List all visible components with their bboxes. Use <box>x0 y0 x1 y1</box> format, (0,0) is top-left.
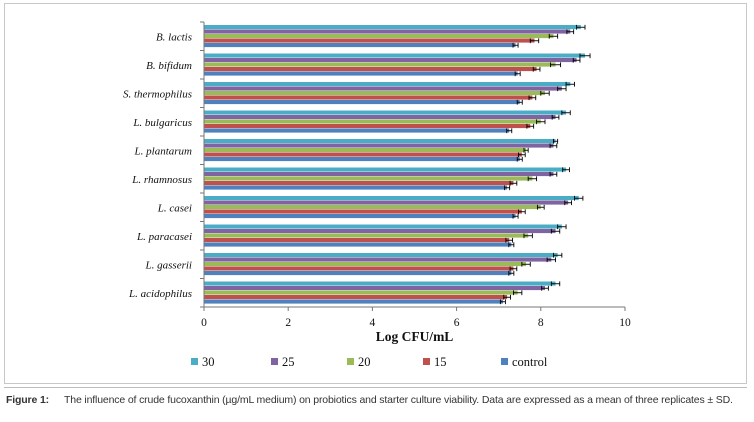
bar-25-4 <box>204 115 556 120</box>
bar-control-1 <box>204 43 516 48</box>
legend-label: 30 <box>202 355 215 369</box>
category-label: B. bifidum <box>146 60 192 72</box>
bar-control-6 <box>204 185 508 190</box>
bar-15-5 <box>204 152 522 157</box>
figure-frame <box>4 3 747 384</box>
bar-25-2 <box>204 58 577 63</box>
bar-20-4 <box>204 119 541 124</box>
bar-25-6 <box>204 172 554 177</box>
legend-swatch-15 <box>423 358 430 365</box>
bar-25-3 <box>204 86 562 91</box>
legend-swatch-30 <box>191 358 198 365</box>
bar-20-7 <box>204 205 541 210</box>
legend-swatch-20 <box>347 358 354 365</box>
category-label: L. casei <box>157 202 192 214</box>
bar-15-3 <box>204 95 533 100</box>
caption-label: Figure 1: <box>6 394 49 406</box>
bar-30-10 <box>204 281 556 286</box>
bar-20-5 <box>204 148 527 153</box>
bar-30-4 <box>204 110 567 115</box>
bar-20-2 <box>204 62 556 67</box>
bar-control-10 <box>204 299 503 304</box>
bar-control-7 <box>204 214 516 219</box>
bar-control-5 <box>204 157 520 162</box>
bar-25-8 <box>204 229 556 234</box>
bar-20-10 <box>204 290 518 295</box>
bar-15-10 <box>204 295 508 300</box>
caption-divider <box>4 387 747 388</box>
bar-15-7 <box>204 209 522 214</box>
category-label: L. acidophilus <box>128 288 192 300</box>
bar-control-8 <box>204 242 512 247</box>
category-label: L. plantarum <box>134 145 193 157</box>
category-label: B. lactis <box>156 31 192 43</box>
caption-text: The influence of crude fucoxanthin (µg/m… <box>64 394 733 406</box>
legend-swatch-control <box>501 358 508 365</box>
x-axis-title: Log CFU/mL <box>376 329 454 344</box>
bar-15-8 <box>204 238 510 243</box>
bar-25-10 <box>204 286 546 291</box>
bar-control-9 <box>204 271 512 276</box>
legend-label: 20 <box>358 355 371 369</box>
bar-control-2 <box>204 71 518 76</box>
bar-15-1 <box>204 38 535 43</box>
bar-30-7 <box>204 196 579 201</box>
legend-swatch-25 <box>271 358 278 365</box>
bar-20-9 <box>204 262 527 267</box>
bar-25-9 <box>204 257 552 262</box>
bar-20-6 <box>204 176 533 181</box>
legend-label: control <box>512 355 548 369</box>
x-tick-label: 0 <box>201 317 207 329</box>
category-label: L. paracasei <box>136 231 192 243</box>
bar-control-4 <box>204 128 510 133</box>
bar-15-6 <box>204 181 514 186</box>
bar-30-8 <box>204 224 562 229</box>
bar-15-9 <box>204 266 514 271</box>
x-tick-label: 4 <box>370 317 376 329</box>
bar-20-1 <box>204 34 554 39</box>
category-label: L. gasserii <box>145 259 192 271</box>
figure-caption: Figure 1: The influence of crude fucoxant… <box>6 394 748 406</box>
bar-25-7 <box>204 200 569 205</box>
category-label: L. rhamnosus <box>131 174 192 186</box>
bar-30-9 <box>204 253 558 258</box>
bar-30-6 <box>204 167 567 172</box>
bar-30-2 <box>204 53 586 58</box>
bar-15-2 <box>204 67 537 72</box>
x-tick-label: 10 <box>619 317 631 329</box>
bar-chart: B. lactis B. bifidum S. thermophilus L. bul… <box>123 21 631 369</box>
category-label: L. bulgaricus <box>132 117 192 129</box>
bar-30-3 <box>204 82 571 87</box>
bar-control-3 <box>204 100 520 105</box>
bar-30-5 <box>204 139 556 144</box>
bar-25-5 <box>204 143 554 148</box>
x-tick-label: 2 <box>285 317 291 329</box>
x-tick-label: 6 <box>454 317 460 329</box>
bar-20-8 <box>204 233 529 238</box>
legend-label: 15 <box>434 355 447 369</box>
bar-20-3 <box>204 91 546 96</box>
bar-15-4 <box>204 124 531 129</box>
legend-label: 25 <box>282 355 295 369</box>
category-label: S. thermophilus <box>123 88 192 100</box>
x-tick-label: 8 <box>538 317 544 329</box>
bar-30-1 <box>204 25 581 30</box>
bar-25-1 <box>204 29 571 34</box>
